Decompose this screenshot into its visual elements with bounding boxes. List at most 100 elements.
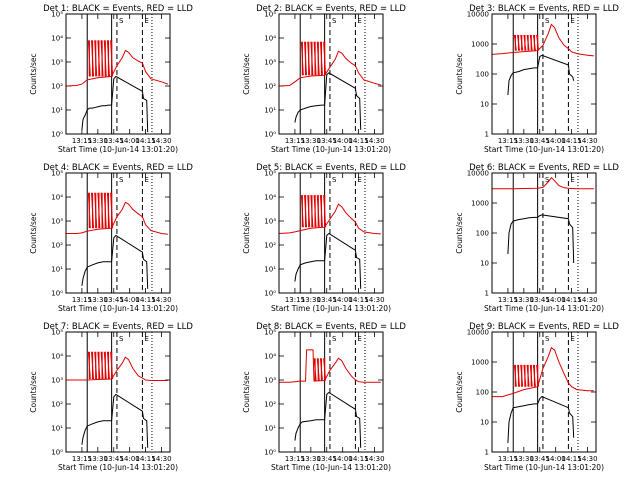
y-axis-label: Counts/sec [29,212,38,253]
lld-spike [513,34,517,51]
x-tick-label: 13:15 [72,296,92,304]
x-tick-label: 13:45 [317,137,337,145]
plot-frame [278,172,384,294]
lld-spike [319,41,323,76]
chart-panel-9: Det 9: BLACK = Events, RED = LLD 1 10 100 10… [455,322,619,472]
lld-spike [316,41,320,76]
x-tick-label: 13:15 [285,137,305,145]
series-line-events [81,75,149,133]
lld-spike [316,358,320,381]
lld-spike [97,40,101,77]
lld-spike [307,195,311,228]
x-tick-label: 14:30 [151,137,171,145]
y-tick-label: 10 [480,419,489,427]
x-tick-label: 13:15 [498,455,518,463]
chart-panel-7: Det 7: BLACK = Events, RED = LLD 10⁰ 10¹ 10… [29,322,193,472]
lld-spike [304,41,308,76]
x-axis-label: Start Time (10-Jun-14 13:01:20) [58,463,178,472]
series-line-lld [492,23,594,57]
y-tick-label: 10¹ [264,425,276,433]
x-tick-label: 13:15 [498,137,518,145]
x-tick-label: 13:15 [285,455,305,463]
y-tick-label: 100 [476,389,489,397]
chart-title: Det 3: BLACK = Events, RED = LLD [469,4,619,14]
lld-spike [532,34,536,51]
plot-area [492,173,594,293]
marker-letter: E [357,17,361,25]
y-tick-label: 10⁴ [51,194,63,202]
chart-title: Det 6: BLACK = Events, RED = LLD [469,163,619,173]
x-tick-label: 14:00 [546,296,566,304]
plot-area [66,14,169,134]
lld-spike [97,351,101,380]
lld-spike [526,34,530,51]
marker-letter: S [545,335,550,343]
x-tick-label: 13:45 [317,455,337,463]
lld-spike [106,192,110,229]
y-tick-label: 1000 [471,41,489,49]
series-line-events [294,232,362,289]
lld-spike [323,41,327,76]
x-tick-label: 14:15 [135,455,155,463]
y-tick-label: 10000 [467,11,489,19]
x-tick-label: 14:15 [561,296,581,304]
x-tick-label: 14:00 [546,455,566,463]
y-axis-label: Counts/sec [455,212,464,253]
y-axis-label: Counts/sec [242,53,251,94]
chart-panel-8: Det 8: BLACK = Events, RED = LLD 10⁰ 10¹ 10… [242,322,406,472]
x-axis-label: Start Time (10-Jun-14 13:01:20) [58,145,178,154]
chart-title: Det 4: BLACK = Events, RED = LLD [43,163,193,173]
lld-spike [313,41,317,76]
y-tick-label: 10⁴ [51,353,63,361]
x-tick-label: 14:30 [577,455,597,463]
y-tick-label: 10² [264,401,276,409]
marker-letter: E [357,335,361,343]
x-tick-label: 13:30 [514,296,534,304]
lld-spike [523,34,527,51]
x-tick-label: 14:00 [120,455,140,463]
x-tick-label: 13:45 [104,455,124,463]
series-line-lld [492,346,594,398]
plot-frame [65,13,171,135]
x-tick-label: 13:15 [285,296,305,304]
x-axis-label: Start Time (10-Jun-14 13:01:20) [58,304,178,313]
y-tick-label: 10³ [264,218,276,226]
y-tick-label: 10⁰ [264,290,276,298]
x-tick-label: 13:30 [88,296,108,304]
plot-area [66,173,168,293]
lld-spike [529,364,533,387]
marker-letter: E [144,17,148,25]
y-tick-label: 10 [480,260,489,268]
lld-spike [310,195,314,228]
y-tick-label: 100 [476,230,489,238]
lld-spike [103,40,107,77]
y-tick-label: 10⁰ [264,131,276,139]
lld-spike [100,40,104,77]
series-line-lld [279,50,382,87]
lld-spike [319,195,323,228]
x-tick-label: 13:30 [301,296,321,304]
lld-spike [520,34,524,51]
x-tick-label: 13:45 [104,296,124,304]
y-tick-label: 10⁰ [51,290,63,298]
y-tick-label: 10⁵ [264,329,276,337]
plot-area [492,332,594,452]
x-tick-label: 14:15 [348,296,368,304]
x-tick-label: 14:30 [577,137,597,145]
lld-spike [103,351,107,380]
x-tick-label: 14:30 [577,296,597,304]
series-line-lld [279,203,381,235]
y-tick-label: 10⁰ [51,449,63,457]
plot-frame [491,331,597,453]
x-tick-label: 13:45 [104,137,124,145]
lld-spike [106,40,110,77]
lld-spike [313,195,317,228]
x-tick-label: 14:30 [364,455,384,463]
x-axis-label: Start Time (10-Jun-14 13:01:20) [484,145,604,154]
x-tick-label: 13:30 [514,137,534,145]
y-axis-label: Counts/sec [29,371,38,412]
marker-letter: S [119,17,124,25]
lld-spike [100,351,104,380]
chart-title: Det 9: BLACK = Events, RED = LLD [469,322,619,332]
y-tick-label: 10⁰ [264,449,276,457]
